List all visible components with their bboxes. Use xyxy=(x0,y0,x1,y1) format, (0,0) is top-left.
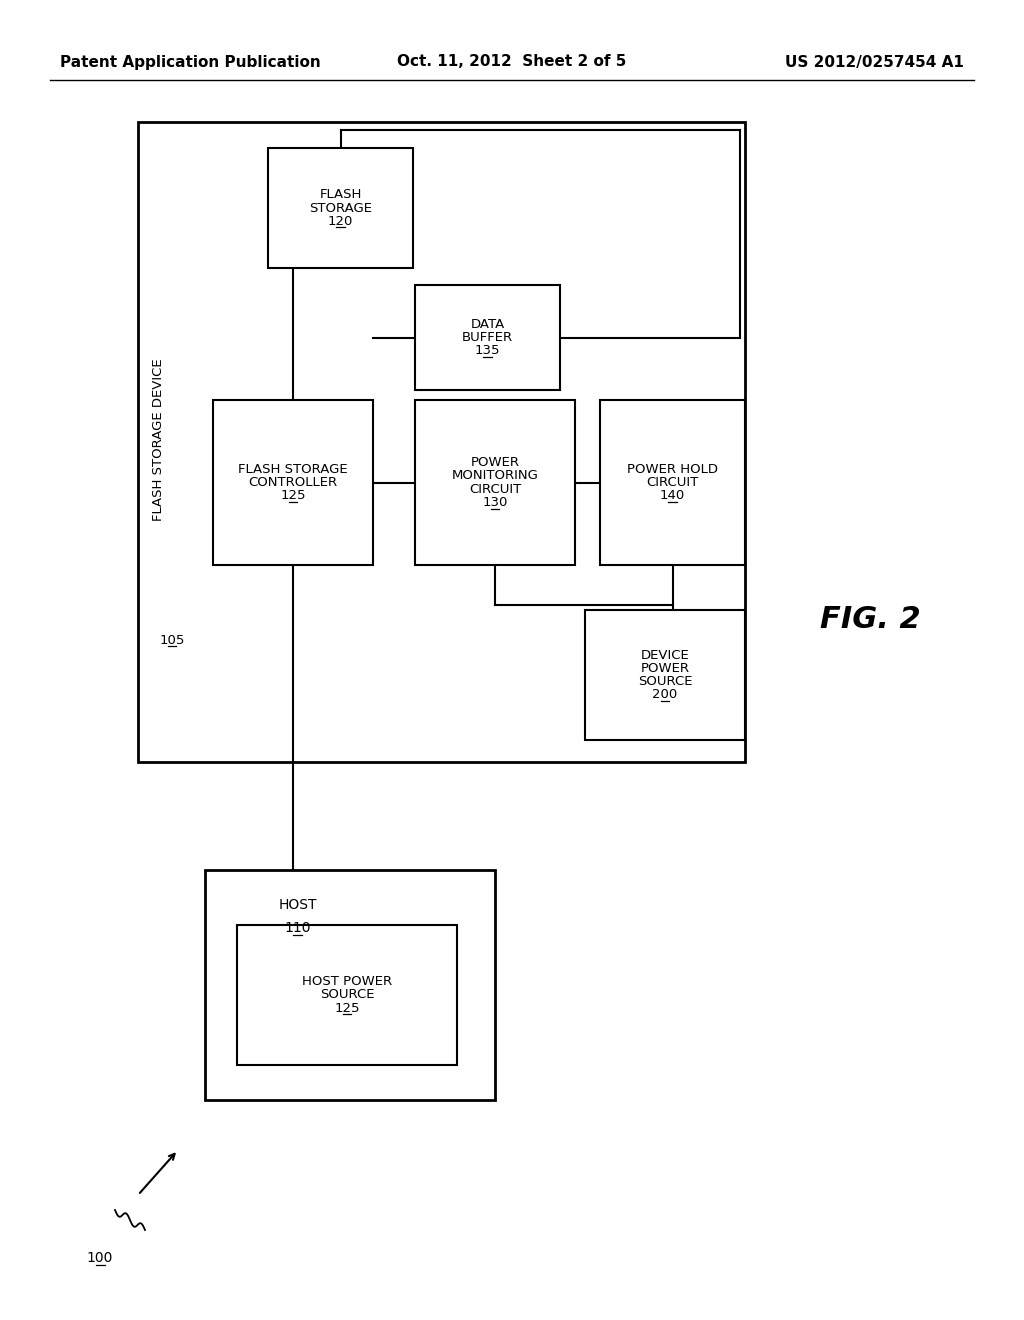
Text: POWER: POWER xyxy=(470,455,519,469)
Text: STORAGE: STORAGE xyxy=(309,202,372,214)
Text: CONTROLLER: CONTROLLER xyxy=(249,477,338,488)
Text: HOST: HOST xyxy=(279,898,317,912)
Bar xyxy=(205,870,495,1100)
Text: 125: 125 xyxy=(334,1002,359,1015)
Text: 110: 110 xyxy=(285,921,311,935)
Text: CIRCUIT: CIRCUIT xyxy=(646,477,698,488)
Text: 100: 100 xyxy=(87,1251,114,1265)
Text: 130: 130 xyxy=(482,496,508,510)
Text: MONITORING: MONITORING xyxy=(452,470,539,482)
Text: Patent Application Publication: Patent Application Publication xyxy=(60,54,321,70)
Text: 135: 135 xyxy=(475,345,501,358)
Bar xyxy=(600,400,745,565)
Bar xyxy=(585,610,745,741)
Text: BUFFER: BUFFER xyxy=(462,331,513,345)
Text: 125: 125 xyxy=(281,490,306,503)
Text: 120: 120 xyxy=(328,215,353,228)
Text: DATA: DATA xyxy=(470,318,505,331)
Bar xyxy=(237,925,457,1065)
Text: 200: 200 xyxy=(652,689,678,701)
Text: CIRCUIT: CIRCUIT xyxy=(469,483,521,495)
Text: FLASH STORAGE DEVICE: FLASH STORAGE DEVICE xyxy=(152,359,165,521)
Text: DEVICE: DEVICE xyxy=(641,648,689,661)
Text: Oct. 11, 2012  Sheet 2 of 5: Oct. 11, 2012 Sheet 2 of 5 xyxy=(397,54,627,70)
Text: FIG. 2: FIG. 2 xyxy=(820,606,921,635)
Text: FLASH: FLASH xyxy=(319,189,361,201)
Text: 140: 140 xyxy=(659,490,685,503)
Bar xyxy=(268,148,413,268)
Bar xyxy=(415,285,560,389)
Text: SOURCE: SOURCE xyxy=(638,675,692,688)
Text: SOURCE: SOURCE xyxy=(319,989,374,1002)
Text: FLASH STORAGE: FLASH STORAGE xyxy=(239,463,348,475)
Text: HOST POWER: HOST POWER xyxy=(302,975,392,989)
Bar xyxy=(213,400,373,565)
Text: US 2012/0257454 A1: US 2012/0257454 A1 xyxy=(785,54,964,70)
Text: POWER: POWER xyxy=(640,661,689,675)
Text: 105: 105 xyxy=(160,634,184,647)
Text: POWER HOLD: POWER HOLD xyxy=(627,463,718,475)
Bar xyxy=(415,400,575,565)
Bar xyxy=(138,121,745,762)
